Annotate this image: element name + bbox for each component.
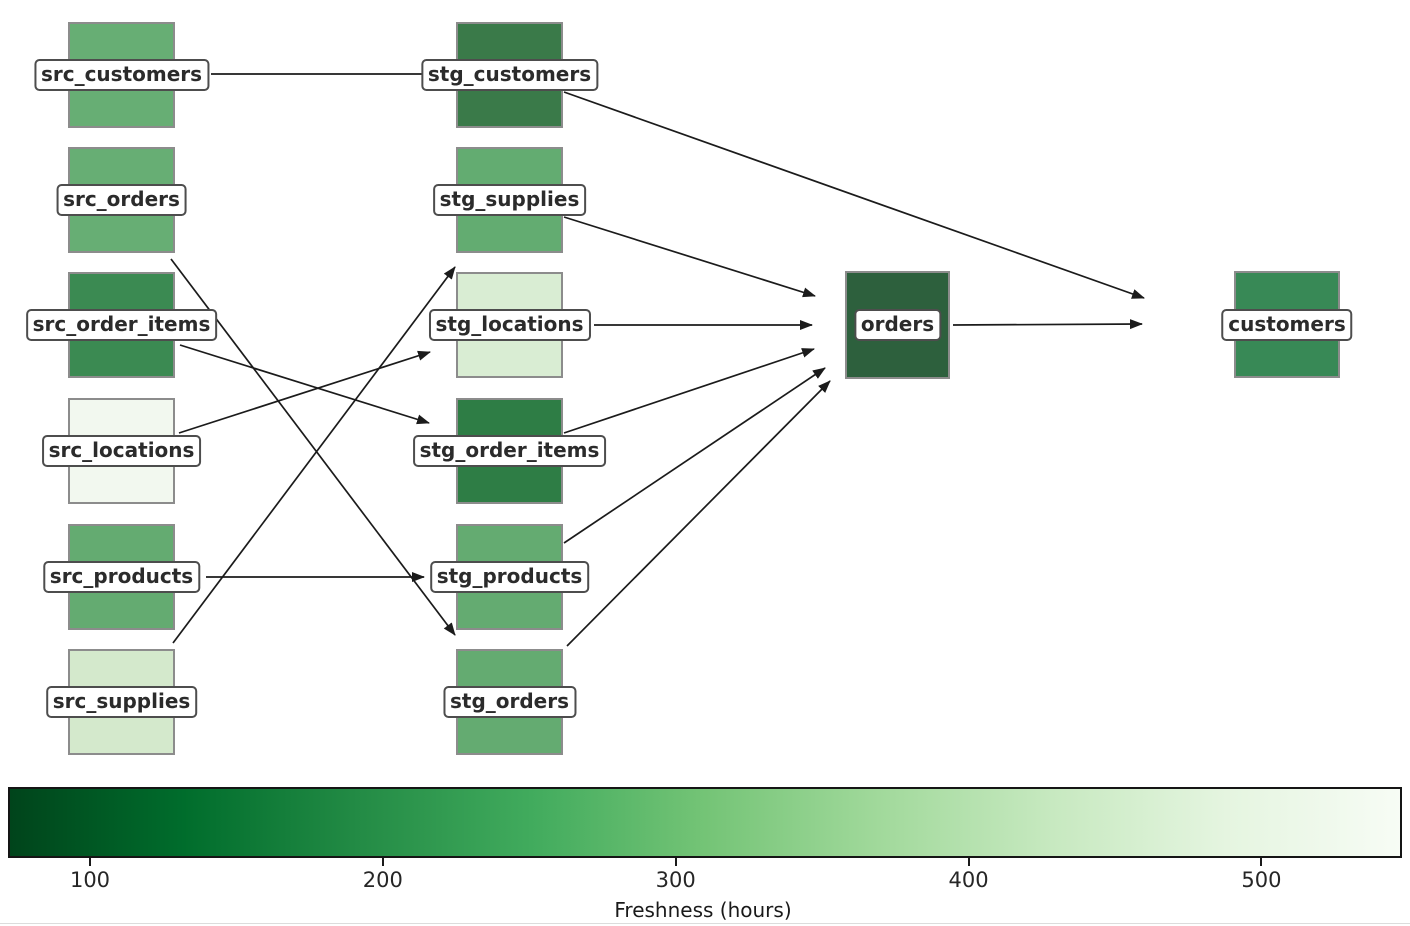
node-label-stg_supplies: stg_supplies — [432, 184, 587, 216]
colorbar-tick-label: 400 — [948, 868, 989, 892]
colorbar-tick-mark — [381, 858, 384, 866]
node-label-stg_customers: stg_customers — [420, 59, 599, 91]
edge-stg_order_items-to-orders — [563, 348, 815, 434]
node-label-stg_locations: stg_locations — [428, 309, 591, 341]
edge-src_order_items-to-stg_order_items — [179, 344, 430, 425]
node-label-stg_products: stg_products — [429, 561, 590, 593]
node-label-src_supplies: src_supplies — [45, 686, 198, 718]
colorbar-tick-mark — [89, 858, 91, 866]
node-label-stg_orders: stg_orders — [442, 686, 577, 718]
node-label-src_locations: src_locations — [41, 435, 202, 467]
edge-orders-to-customers — [952, 319, 1143, 330]
node-label-src_orders: src_orders — [56, 184, 187, 216]
colorbar-tick-label: 100 — [69, 868, 111, 892]
node-label-stg_order_items: stg_order_items — [412, 435, 607, 467]
colorbar-tick-mark — [967, 858, 970, 866]
colorbar-axis-label: Freshness (hours) — [614, 898, 792, 922]
node-label-orders: orders — [853, 309, 942, 341]
edges-group — [170, 73, 1145, 647]
edge-src_locations-to-stg_locations — [178, 350, 431, 434]
edge-src_orders-to-stg_orders — [170, 258, 456, 636]
colorbar-gradient-bar — [8, 787, 1402, 858]
edge-stg_supplies-to-orders — [563, 216, 816, 298]
figure-bottom-border — [0, 923, 1410, 924]
edge-stg_orders-to-orders — [566, 380, 831, 647]
colorbar-tick-mark — [674, 858, 677, 866]
colorbar-tick-label: 300 — [655, 868, 696, 892]
edge-src_supplies-to-stg_supplies — [172, 266, 456, 644]
colorbar-tick-mark — [1260, 858, 1263, 866]
node-label-customers: customers — [1221, 308, 1353, 341]
node-label-src_order_items: src_order_items — [25, 309, 218, 341]
colorbar-tick-label: 200 — [362, 868, 403, 892]
edge-stg_customers-to-customers — [563, 91, 1145, 299]
edge-stg_products-to-orders — [563, 367, 826, 544]
colorbar-tick-label: 500 — [1241, 868, 1282, 892]
node-label-src_products: src_products — [42, 561, 201, 593]
node-label-src_customers: src_customers — [33, 59, 210, 91]
